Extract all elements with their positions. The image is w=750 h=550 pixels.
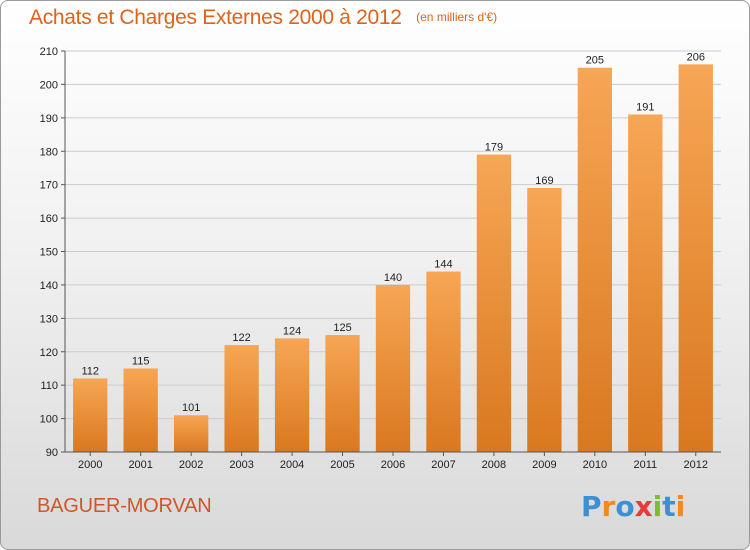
bar-2001	[123, 368, 158, 452]
y-tick-label: 120	[40, 347, 58, 359]
bar-value-label: 124	[283, 325, 301, 337]
proxiti-logo: Proxiti	[581, 487, 701, 532]
x-tick-label: 2009	[532, 459, 556, 471]
x-tick-label: 2011	[633, 459, 657, 471]
x-tick-label: 2004	[280, 459, 304, 471]
bar-2010	[577, 67, 613, 452]
bar-2002	[173, 415, 209, 452]
y-tick-label: 180	[40, 146, 58, 158]
bar-2008	[476, 154, 512, 452]
bar-value-label: 169	[535, 175, 553, 187]
x-tick-label: 2001	[128, 459, 152, 471]
y-tick-label: 160	[40, 213, 58, 225]
bar-2004	[274, 338, 310, 452]
x-tick-label: 2005	[330, 459, 354, 471]
y-tick-label: 100	[40, 414, 58, 426]
bar-value-label: 125	[333, 322, 351, 334]
axes	[61, 50, 721, 456]
bar-2007	[426, 271, 461, 452]
y-tick-label: 190	[40, 113, 58, 125]
chart-title: Achats et Charges Externes 2000 à 2012	[29, 6, 402, 29]
y-tick-label: 90	[46, 447, 58, 459]
x-tick-label: 2006	[381, 459, 405, 471]
bar-value-label: 144	[434, 259, 452, 271]
bar-value-label: 112	[81, 365, 99, 377]
y-tick-label: 110	[40, 380, 58, 392]
bar-2003	[224, 345, 259, 452]
bar-2009	[527, 188, 562, 452]
x-tick-label: 2010	[583, 459, 607, 471]
title-row: Achats et Charges Externes 2000 à 2012 (…	[29, 6, 497, 30]
x-tick-label: 2000	[78, 459, 102, 471]
x-tick-label: 2012	[684, 459, 708, 471]
bar-value-label: 179	[485, 142, 503, 154]
bar-2005	[325, 335, 360, 452]
y-tick-label: 210	[40, 46, 58, 58]
bar-value-label: 115	[132, 355, 150, 367]
y-tick-label: 130	[40, 313, 58, 325]
x-tick-label: 2002	[179, 459, 203, 471]
x-tick-label: 2003	[229, 459, 253, 471]
y-tick-label: 170	[40, 180, 58, 192]
bar-value-label: 101	[182, 402, 200, 414]
y-tick-label: 150	[40, 247, 58, 259]
x-tick-label: 2007	[431, 459, 455, 471]
labels: 9010011012013014015016017018019020021011…	[40, 46, 708, 471]
bars	[73, 64, 713, 452]
bar-value-label: 206	[687, 51, 705, 63]
x-tick-label: 2008	[482, 459, 506, 471]
bar-2012	[678, 64, 713, 452]
bar-2006	[375, 284, 411, 452]
place-name: BAGUER-MORVAN	[37, 495, 212, 517]
bar-value-label: 140	[384, 272, 402, 284]
bar-2011	[628, 114, 663, 452]
svg-text:Proxiti: Proxiti	[581, 490, 685, 523]
y-tick-label: 140	[40, 280, 58, 292]
bar-value-label: 205	[586, 55, 604, 67]
chart-unit-label: (en milliers d'€)	[416, 10, 498, 24]
y-tick-label: 200	[40, 79, 58, 91]
bar-value-label: 191	[636, 101, 654, 113]
bar-2000	[73, 378, 108, 452]
bar-value-label: 122	[232, 332, 250, 344]
